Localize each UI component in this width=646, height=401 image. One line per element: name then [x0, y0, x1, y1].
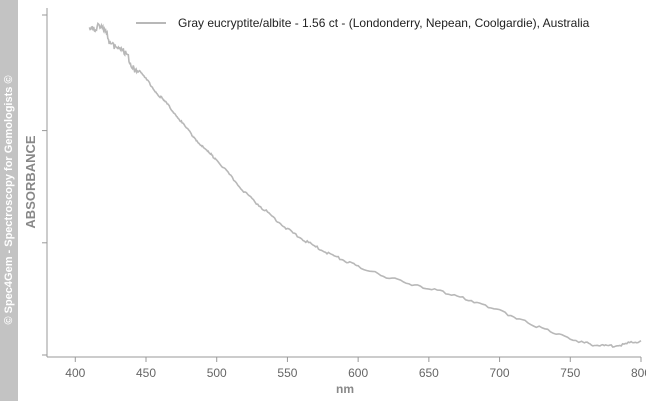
x-tick-label: 550 [277, 366, 297, 380]
x-tick-label: 500 [207, 366, 227, 380]
x-tick-label: 650 [419, 366, 439, 380]
x-tick-label: 700 [490, 366, 510, 380]
x-axis-label: nm [336, 382, 354, 396]
y-axis-label: ABSORBANCE [23, 135, 38, 229]
axes [46, 8, 641, 358]
x-ticks: 400 450 500 550 600 650 700 750 800 [65, 357, 646, 380]
series-line [88, 22, 642, 348]
series-layer [88, 22, 642, 348]
x-tick-label: 600 [348, 366, 368, 380]
y-ticks [42, 14, 47, 356]
x-tick-label: 750 [560, 366, 580, 380]
copyright-sidebar: © Spec4Gem - Spectroscopy for Gemologist… [0, 0, 18, 401]
legend: Gray eucryptite/albite - 1.56 ct - (Lond… [136, 16, 590, 30]
legend-label: Gray eucryptite/albite - 1.56 ct - (Lond… [178, 16, 590, 30]
x-tick-label: 400 [65, 366, 85, 380]
x-tick-label: 800 [631, 366, 646, 380]
x-tick-label: 450 [136, 366, 156, 380]
